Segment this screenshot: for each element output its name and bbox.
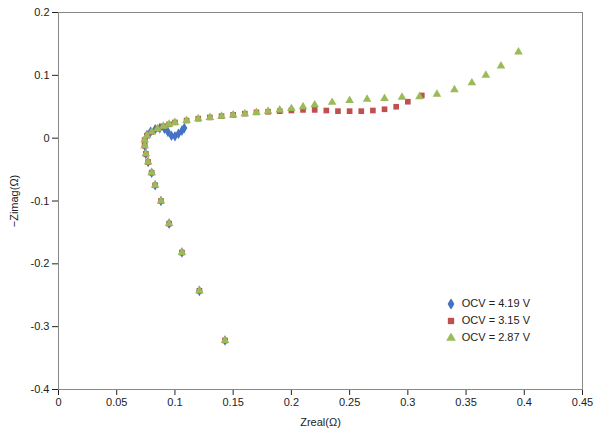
svg-text:0: 0: [55, 396, 61, 408]
svg-text:0.15: 0.15: [222, 396, 243, 408]
svg-text:0.2: 0.2: [284, 396, 299, 408]
svg-text:0.4: 0.4: [517, 396, 532, 408]
svg-text:0.1: 0.1: [167, 396, 182, 408]
html-text:OCV = 3.15 V: OCV = 3.15 V: [461, 314, 530, 326]
svg-text:0.45: 0.45: [572, 396, 593, 408]
svg-text:Zreal(Ω): Zreal(Ω): [300, 416, 341, 428]
svg-text:0.1: 0.1: [34, 69, 49, 81]
svg-text:-0.1: -0.1: [31, 195, 50, 207]
svg-text:0.2: 0.2: [34, 6, 49, 18]
html-text:OCV = 4.19 V: OCV = 4.19 V: [461, 297, 530, 309]
svg-text:-0.3: -0.3: [31, 320, 50, 332]
svg-text:0: 0: [43, 132, 49, 144]
html-text:OCV = 2.87 V: OCV = 2.87 V: [461, 331, 530, 343]
svg-text:0.25: 0.25: [339, 396, 360, 408]
svg-text:−Zimag(Ω): −Zimag(Ω): [8, 175, 20, 228]
svg-text:0.3: 0.3: [400, 396, 415, 408]
svg-text:0.05: 0.05: [106, 396, 127, 408]
svg-text:-0.2: -0.2: [31, 257, 50, 269]
svg-text:-0.4: -0.4: [31, 383, 50, 395]
svg-text:0.35: 0.35: [455, 396, 476, 408]
